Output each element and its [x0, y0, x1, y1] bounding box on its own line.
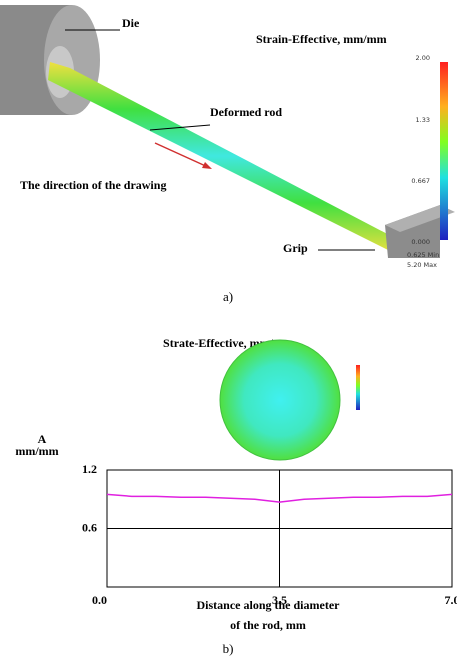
min-label: 0.625 Min	[407, 251, 439, 259]
arrow-head	[202, 162, 212, 169]
y-axis-label: mm/mm	[15, 444, 58, 458]
scale-label: 1.33	[416, 116, 430, 124]
rod	[48, 62, 395, 250]
max-label: 5.20 Max	[407, 261, 437, 269]
y-tick-label: 1.2	[82, 462, 97, 476]
legend-title: Strain-Effective, mm/mm	[256, 32, 387, 46]
x-tick-label: 7.0	[445, 593, 457, 607]
y-tick-label: 0.6	[82, 520, 97, 534]
scale-label: 0.000	[411, 238, 430, 246]
x-axis-label: of the rod, mm	[230, 618, 306, 632]
cross-section	[220, 340, 340, 460]
label: Die	[122, 16, 140, 30]
label: The direction of the drawing	[20, 178, 166, 192]
x-axis-label: Distance along the diameter	[197, 598, 341, 612]
label: Grip	[283, 241, 308, 255]
x-tick-label: 0.0	[92, 593, 107, 607]
figure: Die Deformed rod The direction of the dr…	[0, 0, 457, 659]
caption: a)	[223, 289, 233, 304]
scale-label: 0.667	[411, 177, 430, 185]
colorbar	[440, 62, 448, 240]
label: Deformed rod	[210, 105, 282, 119]
colorbar	[356, 365, 360, 410]
caption: b)	[223, 641, 234, 656]
scale-label: 2.00	[416, 54, 430, 62]
